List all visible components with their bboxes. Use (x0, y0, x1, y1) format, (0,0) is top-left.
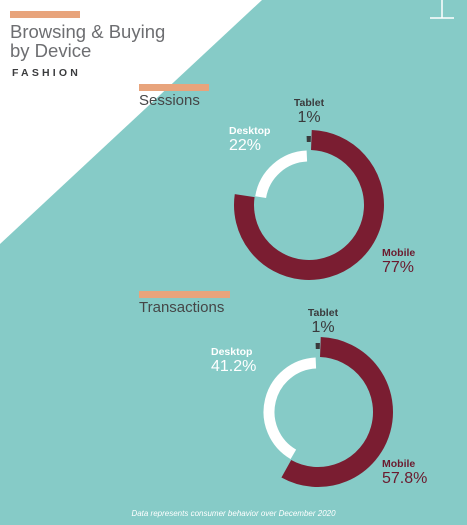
sessions-tablet-name: Tablet (293, 97, 325, 109)
sessions-tablet-value: 1% (297, 109, 321, 126)
page-title: Browsing & Buying by Device (10, 22, 210, 60)
sessions-tablet-label: Tablet 1% (294, 97, 324, 127)
sessions-desktop-slice (255, 150, 308, 199)
sessions-desktop-value: 22% (229, 137, 262, 154)
transactions-chart-title: Transactions (139, 299, 225, 316)
sessions-mobile-value: 77% (382, 259, 415, 276)
sessions-mobile-name: Mobile (382, 247, 416, 259)
sessions-desktop-label: Desktop 22% (229, 125, 270, 155)
sessions-chart-title: Sessions (139, 92, 200, 109)
sessions-donut-chart (234, 130, 384, 280)
decorative-line-icon (430, 0, 454, 19)
transactions-desktop-name: Desktop (211, 346, 253, 358)
transactions-tablet-label: Tablet 1% (308, 307, 338, 337)
transactions-desktop-label: Desktop 41.2% (211, 346, 256, 376)
transactions-mobile-value: 57.8% (382, 470, 428, 487)
header-accent-bar (10, 11, 80, 18)
sessions-accent-bar (139, 84, 209, 91)
transactions-accent-bar (139, 291, 230, 298)
sessions-mobile-label: Mobile 77% (382, 247, 415, 277)
transactions-tablet-name: Tablet (307, 307, 339, 319)
transactions-mobile-name: Mobile (382, 458, 416, 470)
transactions-desktop-value: 41.2% (211, 358, 257, 375)
page-title-line-2: by Device (10, 40, 92, 61)
sessions-mobile-slice (234, 130, 384, 280)
transactions-mobile-label: Mobile 57.8% (382, 458, 427, 488)
sessions-desktop-name: Desktop (229, 125, 271, 137)
transactions-mobile-slice (281, 337, 393, 487)
transactions-tablet-value: 1% (311, 319, 335, 336)
page-title-line-1: Browsing & Buying (10, 21, 166, 42)
footnote: Data represents consumer behavior over D… (131, 509, 336, 518)
page-subtitle: FASHION (12, 67, 82, 79)
transactions-donut-chart (263, 337, 393, 487)
transactions-desktop-slice (263, 357, 317, 460)
